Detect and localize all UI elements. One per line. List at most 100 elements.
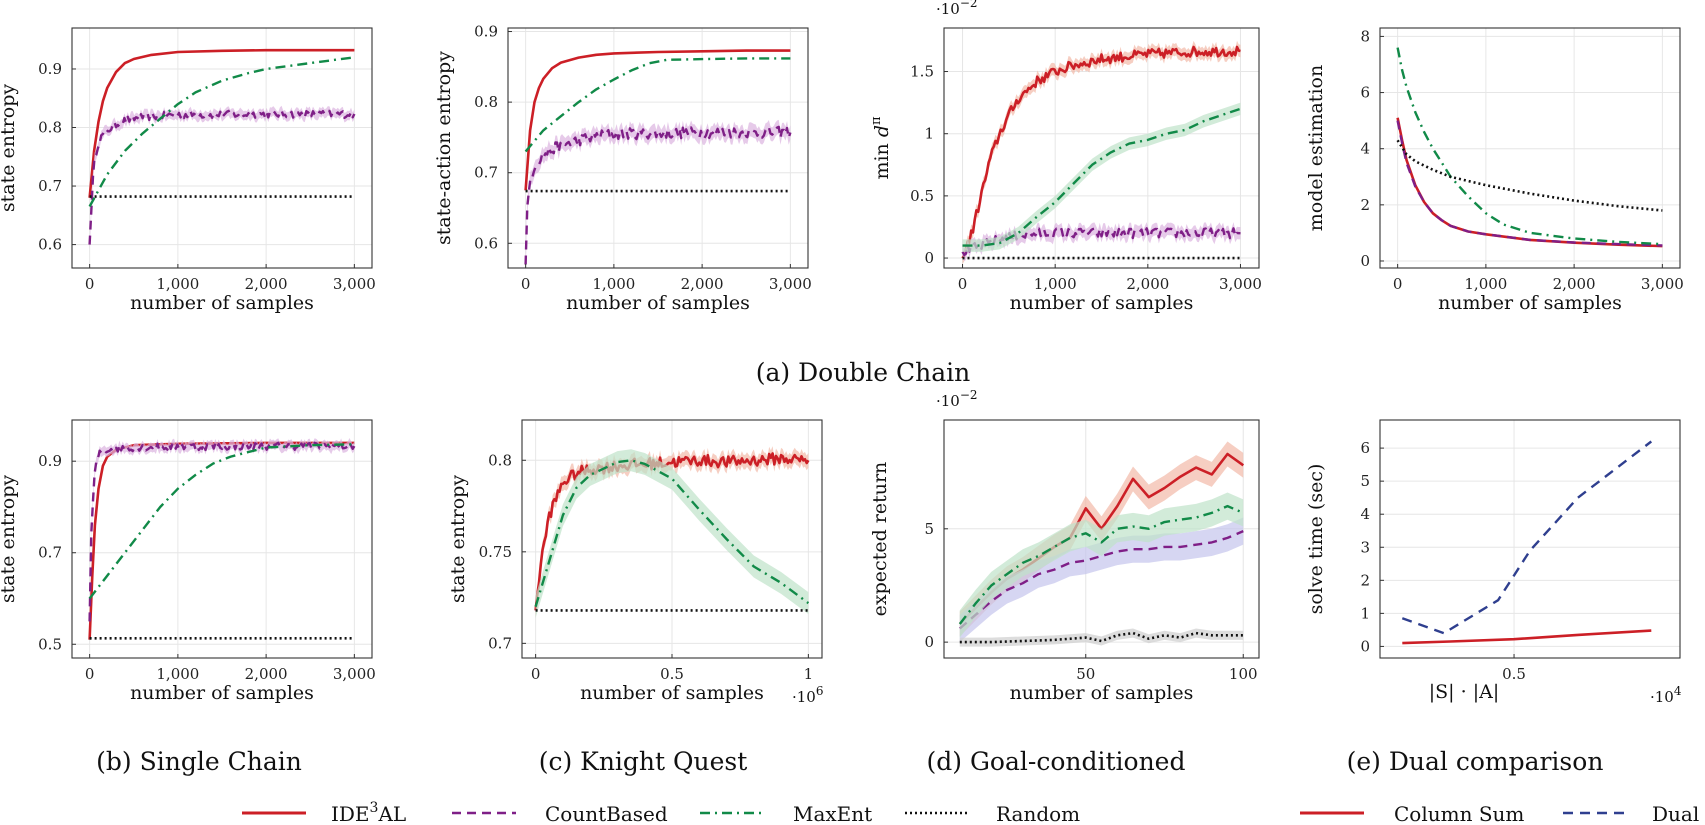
ytick-label: 0.9 <box>38 452 62 470</box>
caption-c: (c) Knight Quest <box>539 747 748 776</box>
series-ide <box>961 45 1241 259</box>
x-axis-label: number of samples <box>1010 292 1194 314</box>
series-ide <box>1396 117 1663 248</box>
legend-label-ide: IDE3AL <box>331 800 406 825</box>
xtick-label: 0 <box>521 275 531 293</box>
axes-frame <box>71 419 373 659</box>
ytick-label: 1 <box>1360 604 1370 622</box>
xtick-label: 100 <box>1229 665 1258 683</box>
axes-frame <box>507 27 809 269</box>
y-axis-label: min dπ <box>869 116 893 180</box>
xtick-label: 0 <box>531 665 541 683</box>
y-axis-label: solve time (sec) <box>1305 464 1327 615</box>
y-axis-label: state entropy <box>0 84 19 212</box>
xtick-label: 3,000 <box>1219 275 1262 293</box>
x-axis-label: number of samples <box>130 682 314 704</box>
y-axis-label: expected return <box>869 462 891 617</box>
xtick-label: 2,000 <box>245 665 288 683</box>
panel-a1: 0 1,000 2,000 3,000 0.6 0.7 0.8 0.9 number of sa… <box>0 27 376 314</box>
ytick-label: 0.6 <box>38 236 62 254</box>
ytick-label: 5 <box>1360 472 1370 490</box>
ytick-label: 4 <box>1360 140 1370 158</box>
caption-b: (b) Single Chain <box>96 747 302 776</box>
band-maxent <box>535 449 809 618</box>
axis-exponent: ·106 <box>792 684 824 706</box>
axis-exponent: ·104 <box>1650 684 1682 706</box>
band-count <box>525 119 791 272</box>
series-maxent <box>88 443 355 600</box>
xtick-label: 1 <box>804 665 814 683</box>
y-axis-label: state entropy <box>447 475 469 603</box>
axis-exponent: ·10−2 <box>936 388 978 410</box>
y-axis-label: state-action entropy <box>433 51 455 245</box>
ytick-label: 0.5 <box>910 187 934 205</box>
ytick-label: 0.7 <box>488 634 512 652</box>
ytick-label: 0.7 <box>38 177 62 195</box>
caption-d: (d) Goal-conditioned <box>927 747 1186 776</box>
panel-a4: 0 1,000 2,000 3,000 0 2 4 6 8 number of samples mo… <box>1305 27 1684 314</box>
series-ide <box>524 49 791 191</box>
axes-frame <box>1379 419 1681 659</box>
ytick-label: 1 <box>924 125 934 143</box>
ytick-label: 1.5 <box>910 63 934 81</box>
ytick-label: 0 <box>1360 252 1370 270</box>
xtick-label: 2,000 <box>1126 275 1169 293</box>
xtick-label: 0.5 <box>660 665 684 683</box>
ytick-label: 6 <box>1360 84 1370 102</box>
xtick-label: 1,000 <box>1464 275 1507 293</box>
x-axis-label: number of samples <box>130 292 314 314</box>
series-ide <box>534 452 810 611</box>
ytick-label: 5 <box>924 520 934 538</box>
x-axis-label: |S| · |A| <box>1429 681 1499 703</box>
series-random <box>1396 139 1663 212</box>
ytick-label: 0 <box>1360 637 1370 655</box>
ytick-label: 0 <box>924 249 934 267</box>
x-axis-label: number of samples <box>566 292 750 314</box>
y-axis-label: model estimation <box>1305 65 1327 231</box>
ytick-label: 3 <box>1360 538 1370 556</box>
ytick-label: 4 <box>1360 505 1370 523</box>
axes-frame <box>71 27 373 269</box>
ytick-label: 0 <box>924 633 934 651</box>
series-random <box>959 631 1244 644</box>
xtick-label: 50 <box>1076 665 1095 683</box>
legend-label-columnsum: Column Sum <box>1394 802 1524 825</box>
xtick-label: 2,000 <box>1553 275 1596 293</box>
series-dual <box>1401 440 1653 635</box>
ytick-label: 2 <box>1360 196 1370 214</box>
series-maxent <box>962 107 1241 247</box>
x-axis-label: number of samples <box>580 682 764 704</box>
legend-label-dual: Dual <box>1652 802 1699 825</box>
series-count <box>959 529 1244 630</box>
series-colsum <box>1402 629 1652 645</box>
legend: IDE3AL CountBased MaxEnt Random Column S… <box>242 800 1699 825</box>
xtick-label: 3,000 <box>769 275 812 293</box>
xtick-label: 1,000 <box>156 275 199 293</box>
ytick-label: 0.8 <box>38 119 62 137</box>
xtick-label: 3,000 <box>333 665 376 683</box>
ytick-label: 6 <box>1360 439 1370 457</box>
band-maxent <box>959 492 1244 638</box>
ytick-label: 0.8 <box>488 451 512 469</box>
ytick-label: 2 <box>1360 571 1370 589</box>
series-maxent <box>524 57 791 153</box>
axes-frame <box>943 419 1260 659</box>
panel-a2: 0 1,000 2,000 3,000 0.6 0.7 0.8 0.9 number of sa… <box>433 23 812 314</box>
axis-exponent: ·10−2 <box>936 0 978 18</box>
panel-b: 0 1,000 2,000 3,000 0.5 0.7 0.9 number of sampl… <box>0 419 376 704</box>
series-count <box>88 109 356 245</box>
series-count <box>88 441 356 622</box>
axes-frame <box>1379 27 1681 269</box>
legend-label-random: Random <box>996 802 1080 825</box>
ytick-label: 0.5 <box>38 635 62 653</box>
xtick-label: 2,000 <box>245 275 288 293</box>
x-axis-label: number of samples <box>1010 682 1194 704</box>
series-maxent <box>1396 47 1663 246</box>
y-axis-label: state entropy <box>0 475 19 603</box>
caption-a: (a) Double Chain <box>756 358 971 387</box>
ytick-label: 0.8 <box>474 93 498 111</box>
legend-label-maxent: MaxEnt <box>793 802 872 825</box>
series-ide <box>88 48 355 198</box>
ytick-label: 0.7 <box>38 544 62 562</box>
ytick-label: 0.75 <box>479 543 512 561</box>
